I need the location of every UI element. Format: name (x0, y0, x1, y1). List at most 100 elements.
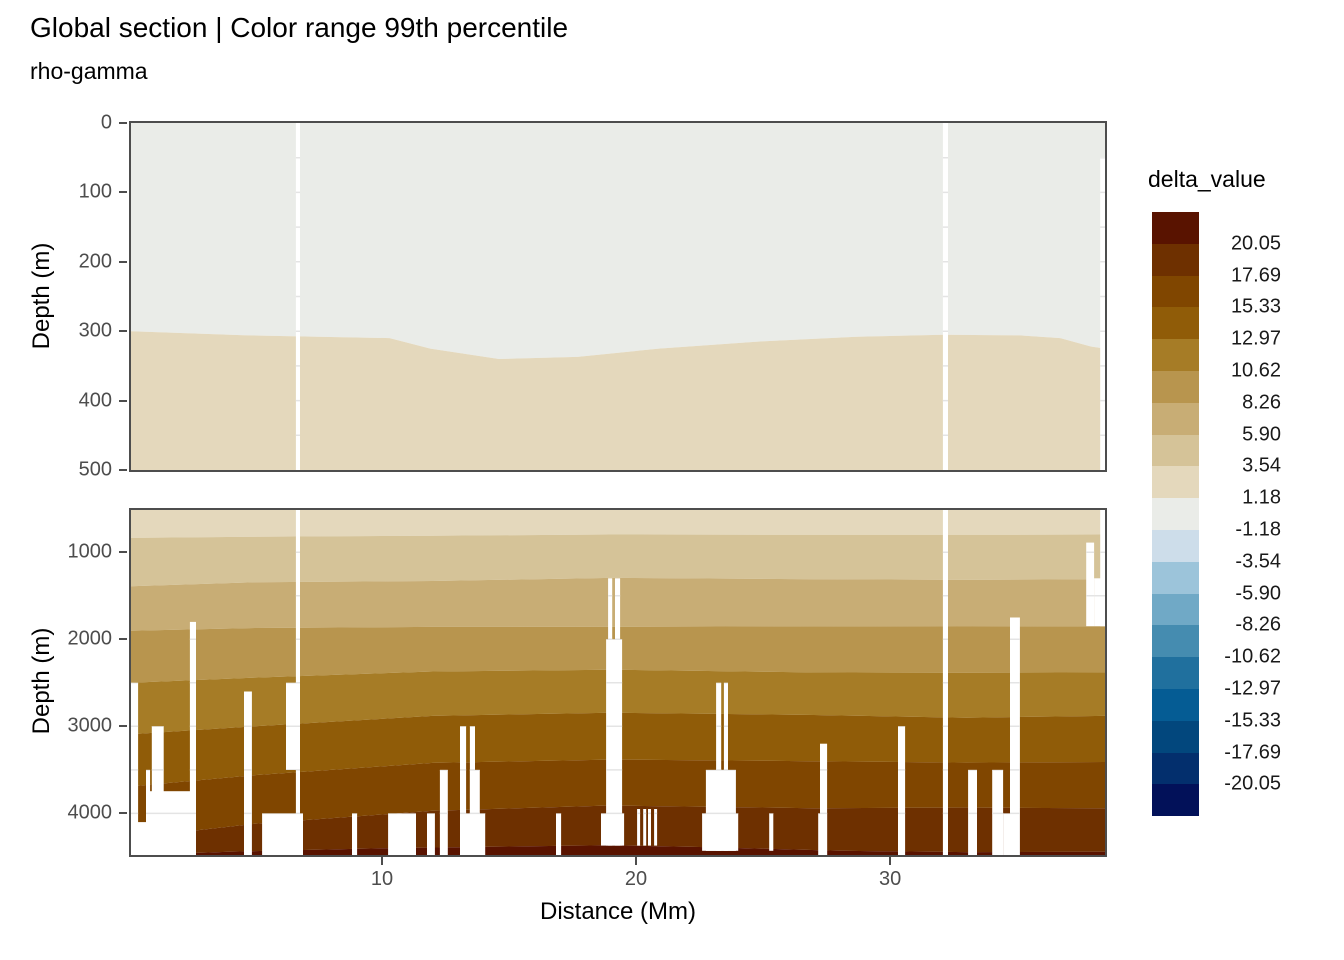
y-tick-label: 400 (78, 389, 112, 412)
no-data-gap (637, 809, 641, 846)
legend-color-swatch (1152, 561, 1199, 594)
no-data-gap (1094, 578, 1105, 627)
legend-label: -8.26 (1235, 613, 1281, 636)
legend-label: -10.62 (1224, 645, 1281, 668)
y-tick-mark (119, 260, 127, 263)
value-band (131, 123, 1105, 359)
x-tick-mark (889, 857, 892, 865)
no-data-gap (992, 769, 1004, 855)
no-data-gap (469, 769, 480, 855)
legend-color-swatch (1152, 370, 1199, 403)
no-data-gap (818, 813, 828, 855)
x-tick-mark (635, 857, 637, 865)
x-axis-title: Distance (Mm) (539, 898, 697, 925)
section-upper-svg (131, 123, 1105, 470)
no-data-gap (460, 726, 467, 855)
no-data-gap (968, 769, 977, 855)
legend-label: 1.18 (1242, 486, 1281, 509)
no-data-gap (643, 809, 647, 846)
y-tick-label: 500 (78, 458, 112, 481)
legend-label: -5.90 (1235, 582, 1281, 605)
no-data-gap (465, 813, 486, 855)
legend-label: -20.05 (1224, 772, 1281, 795)
legend-label: -15.33 (1224, 709, 1281, 732)
legend-label: -3.54 (1235, 550, 1281, 573)
legend-color-swatch (1152, 402, 1199, 435)
panel-upper-section (129, 121, 1107, 472)
y-tick-mark (119, 638, 127, 641)
no-data-gap (352, 813, 358, 855)
legend-color-swatch (1152, 212, 1199, 244)
no-data-gap (654, 809, 658, 846)
no-data-gap (244, 691, 252, 855)
legend-color-swatch (1152, 720, 1199, 753)
value-band (131, 534, 1105, 587)
no-data-gap (898, 726, 906, 855)
y-tick-label: 1000 (67, 540, 113, 563)
legend-label: 3.54 (1242, 454, 1281, 477)
y-tick-label: 3000 (67, 714, 113, 737)
section-lower-svg (131, 510, 1105, 855)
no-data-gap (131, 682, 139, 855)
x-tick-label: 30 (878, 868, 902, 890)
y-tick-label: 300 (78, 319, 112, 342)
no-data-gap (1003, 813, 1017, 855)
x-tick-mark (381, 857, 383, 865)
legend-label: 5.90 (1242, 423, 1281, 446)
no-data-gap (151, 726, 164, 855)
no-data-gap (769, 813, 774, 851)
no-data-gap (1010, 617, 1020, 855)
y-tick-label: 0 (100, 111, 112, 134)
value-band (131, 510, 1105, 538)
panel-lower-section (129, 508, 1107, 857)
legend-label: 15.33 (1230, 295, 1281, 318)
y-tick-label: 100 (78, 180, 112, 203)
legend-label: 10.62 (1230, 359, 1281, 382)
y-tick-mark (119, 812, 127, 815)
legend-color-swatch (1152, 625, 1199, 658)
no-data-gap (606, 639, 623, 846)
no-data-gap (148, 791, 194, 855)
plot-subtitle: rho-gamma (30, 58, 148, 84)
no-data-gap (556, 813, 562, 855)
no-data-gap (137, 822, 148, 855)
legend-color-swatch (1152, 498, 1199, 530)
y-tick-mark (119, 399, 127, 402)
no-data-gap (189, 621, 196, 855)
no-data-gap (439, 769, 448, 855)
legend-label: 8.26 (1242, 391, 1281, 414)
no-data-gap (427, 813, 435, 855)
no-data-gap (723, 682, 728, 851)
legend-color-swatch (1152, 275, 1199, 308)
no-data-gap (648, 809, 651, 846)
legend-color-swatch (1152, 307, 1199, 340)
legend-label: 12.97 (1230, 327, 1281, 350)
legend-title: delta_value (1148, 166, 1266, 192)
no-data-gap (820, 743, 828, 855)
no-data-gap (716, 682, 722, 851)
y-tick-label: 200 (78, 250, 112, 273)
legend-label: 17.69 (1230, 264, 1281, 287)
no-data-gap (388, 813, 416, 855)
legend-color-swatch (1152, 243, 1199, 276)
legend-color-swatch (1152, 593, 1199, 626)
legend-color-swatch (1152, 434, 1199, 467)
legend-label: -1.18 (1235, 518, 1281, 541)
legend-color-swatch (1152, 688, 1199, 721)
legend-colorbar (1152, 212, 1199, 817)
legend-label: -17.69 (1224, 741, 1281, 764)
legend-label: 20.05 (1230, 232, 1281, 255)
no-data-gap (601, 813, 625, 846)
no-data-gap (1100, 510, 1105, 627)
value-band (131, 331, 1105, 470)
no-data-gap (1100, 157, 1105, 470)
legend-color-swatch (1152, 657, 1199, 689)
legend-color-swatch (1152, 784, 1199, 817)
y-tick-mark (119, 330, 127, 333)
legend-label: -12.97 (1224, 677, 1281, 700)
y-tick-mark (119, 191, 127, 194)
y-tick-label: 4000 (67, 801, 113, 824)
y-tick-label: 2000 (67, 627, 113, 650)
x-tick-label: 20 (624, 868, 648, 890)
